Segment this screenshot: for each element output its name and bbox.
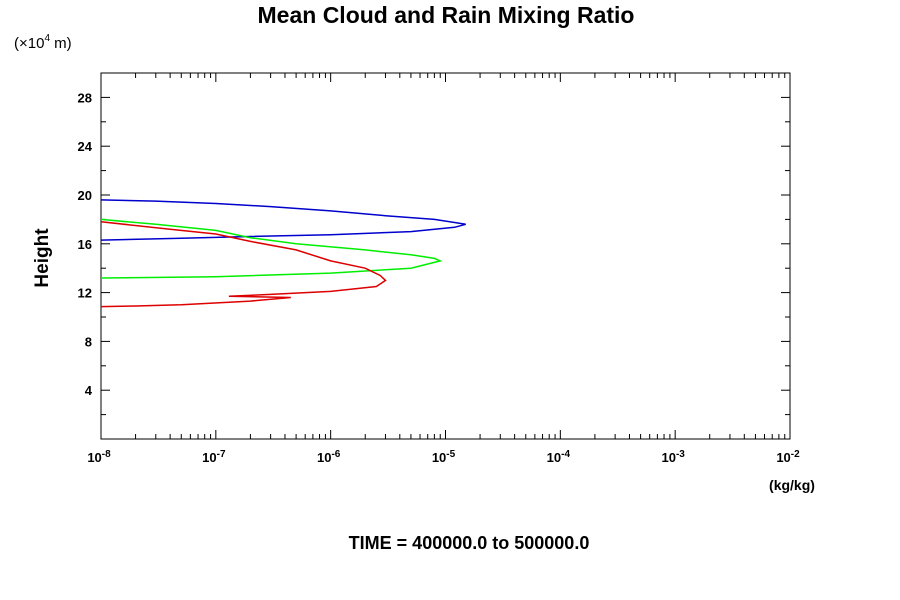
x-tick-exponent: -7 <box>217 449 226 460</box>
x-tick-label: 10-2 <box>776 449 800 465</box>
y-tick-label: 8 <box>85 334 92 349</box>
series-line-3 <box>100 221 387 308</box>
y-tick-label: 20 <box>78 188 92 203</box>
x-tick-label: 10-5 <box>432 449 456 465</box>
y-tick-label: 4 <box>85 383 93 398</box>
y-unit-exponent: 4 <box>44 33 50 44</box>
series-line-1 <box>100 199 466 241</box>
y-tick-label: 12 <box>78 286 92 301</box>
series-layer <box>100 199 466 308</box>
y-axis-label: Height <box>32 228 53 288</box>
x-tick-base: 10 <box>202 450 216 465</box>
series-line-2 <box>100 218 443 279</box>
chart-title: Mean Cloud and Rain Mixing Ratio <box>258 2 635 28</box>
axis-ticks <box>100 73 790 439</box>
y-tick-label: 16 <box>78 237 92 252</box>
x-tick-exponent: -2 <box>791 449 800 460</box>
y-unit-label: (×104 m) <box>14 33 72 52</box>
x-tick-base: 10 <box>547 450 561 465</box>
x-tick-label: 10-4 <box>547 449 571 465</box>
y-tick-label: 28 <box>78 90 92 105</box>
x-tick-base: 10 <box>776 450 790 465</box>
y-tick-labels: 4 8 12 16 20 24 28 <box>78 90 93 398</box>
y-tick-label: 24 <box>78 139 93 154</box>
x-tick-exponent: -8 <box>102 449 111 460</box>
plot-frame <box>100 72 791 440</box>
y-unit-prefix: (×10 <box>14 35 44 52</box>
x-tick-base: 10 <box>87 450 101 465</box>
x-tick-base: 10 <box>432 450 446 465</box>
x-tick-exponent: -6 <box>331 449 340 460</box>
x-tick-exponent: -3 <box>676 449 685 460</box>
x-tick-label: 10-6 <box>317 449 341 465</box>
x-tick-labels: 10-8 10-7 10-6 10-5 10-4 10-3 10-2 <box>87 449 800 465</box>
y-unit-suffix: m) <box>50 35 72 52</box>
x-tick-base: 10 <box>661 450 675 465</box>
x-tick-label: 10-3 <box>661 449 685 465</box>
x-tick-label: 10-7 <box>202 449 226 465</box>
x-axis-unit: (kg/kg) <box>769 477 815 493</box>
time-range-label: TIME = 400000.0 to 500000.0 <box>349 533 590 553</box>
x-tick-base: 10 <box>317 450 331 465</box>
x-tick-exponent: -5 <box>446 449 455 460</box>
x-tick-exponent: -4 <box>561 449 570 460</box>
x-tick-label: 10-8 <box>87 449 111 465</box>
